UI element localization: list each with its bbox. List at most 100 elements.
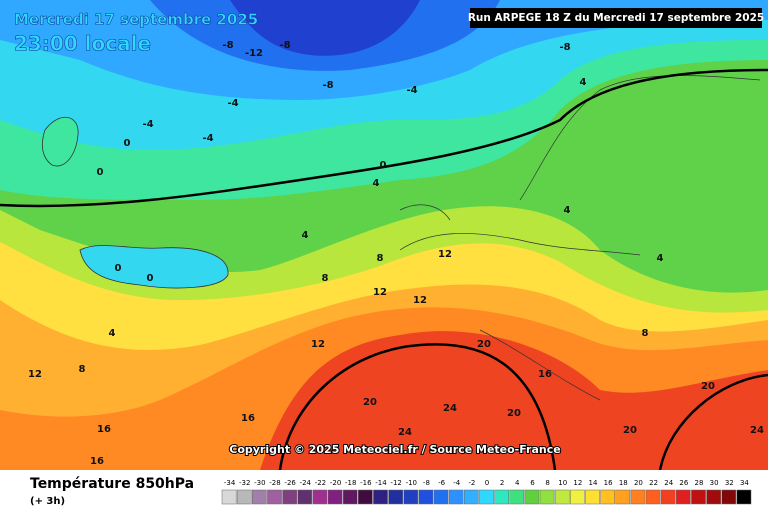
contour-label: 24 — [398, 427, 412, 438]
contour-label: 12 — [413, 295, 427, 306]
scale-swatch — [676, 489, 691, 505]
contour-label: -8 — [279, 40, 290, 51]
contour-label: 12 — [438, 249, 452, 260]
scale-swatch — [706, 489, 721, 505]
scale-swatch — [615, 489, 631, 505]
contour-label: 16 — [97, 424, 111, 435]
scale-swatch — [630, 489, 646, 505]
scale-label: -6 — [438, 479, 446, 487]
scale-label: -30 — [254, 479, 265, 487]
contour-label: 4 — [109, 328, 116, 339]
scale-label: -20 — [330, 479, 341, 487]
scale-label: -10 — [406, 479, 417, 487]
scale-swatch — [252, 489, 267, 505]
scale-swatch — [403, 489, 419, 505]
scale-label: -32 — [239, 479, 250, 487]
scale-swatch — [297, 489, 313, 505]
contour-label: 24 — [750, 425, 764, 436]
contour-label: 16 — [241, 413, 255, 424]
contour — [278, 343, 768, 471]
contour-label: 0 — [97, 167, 104, 178]
scale-label: -12 — [390, 479, 401, 487]
contour-label: 0 — [147, 273, 154, 284]
contour-label: 8 — [642, 328, 649, 339]
landmass — [79, 245, 229, 289]
scale-label: -28 — [269, 479, 280, 487]
scale-label: -18 — [345, 479, 356, 487]
scale-label: -2 — [468, 479, 475, 487]
scale-label: 18 — [619, 479, 628, 487]
scale-label: 2 — [500, 479, 504, 487]
contour — [0, 68, 768, 208]
run-box — [470, 8, 762, 28]
run-info: Run ARPEGE 18 Z du Mercredi 17 septembre… — [468, 12, 764, 24]
scale-swatch — [418, 489, 434, 505]
scale-swatch — [524, 489, 540, 505]
scale-swatch — [373, 489, 388, 505]
scale-label: -24 — [300, 479, 312, 487]
scale-label: 20 — [634, 479, 643, 487]
contour-label: -12 — [245, 48, 263, 59]
contour-label: -8 — [222, 40, 233, 51]
scale-label: -22 — [315, 479, 326, 487]
contour-label: -4 — [227, 98, 238, 109]
scale-label: 4 — [515, 479, 520, 487]
contour-label: 4 — [580, 77, 587, 88]
zone — [230, 0, 420, 56]
scale-swatch — [464, 489, 479, 505]
contour-label: 8 — [79, 364, 86, 375]
scale-label: 16 — [604, 479, 613, 487]
scale-swatch — [494, 489, 509, 505]
scale-label: 12 — [573, 479, 582, 487]
scale-swatch — [267, 489, 282, 505]
coastline — [399, 75, 761, 401]
legend-title: Température 850hPa — [30, 476, 194, 492]
scale-swatch — [479, 489, 494, 505]
contour-label: 16 — [90, 456, 104, 467]
scale-swatch — [448, 489, 464, 505]
scale-label: -4 — [453, 479, 461, 487]
copyright: Copyright © 2025 Meteociel.fr / Source M… — [229, 443, 560, 456]
contour-label: 4 — [564, 205, 571, 216]
scale-swatch — [539, 489, 555, 505]
scale-label: 22 — [649, 479, 658, 487]
scale-swatch — [554, 489, 570, 505]
contour-label: 0 — [115, 263, 122, 274]
scale-swatch — [327, 489, 343, 505]
contour-label: -8 — [559, 42, 570, 53]
scale-label: -16 — [360, 479, 372, 487]
scale-swatch — [600, 489, 615, 505]
contour-label: -4 — [202, 133, 213, 144]
scale-swatch — [660, 489, 676, 505]
scale-swatch — [358, 489, 373, 505]
contour-label: 12 — [311, 339, 325, 350]
legend-step: (+ 3h) — [30, 496, 65, 507]
contour-label: 8 — [377, 253, 384, 264]
scale-swatch — [645, 489, 661, 505]
scale-label: 10 — [558, 479, 567, 487]
landmass — [41, 116, 79, 167]
contour-label: 20 — [363, 397, 377, 408]
contour-label: 0 — [380, 160, 387, 171]
scale-label: 0 — [485, 479, 489, 487]
contour-label: 4 — [302, 230, 309, 241]
scale-label: -8 — [423, 479, 430, 487]
contour-label: 20 — [701, 381, 715, 392]
map-time: 23:00 locale — [14, 32, 151, 56]
contour-label: 20 — [623, 425, 637, 436]
contour-label: 8 — [322, 273, 329, 284]
scale-swatch — [585, 489, 600, 505]
contour-label: -8 — [322, 80, 333, 91]
scale-swatch — [342, 489, 358, 505]
scale-label: 28 — [695, 479, 704, 487]
scale-swatch — [509, 489, 525, 505]
scale-swatch — [282, 489, 297, 505]
contour-label: -4 — [142, 119, 153, 130]
scale-swatch — [388, 489, 403, 505]
scale-label: -14 — [375, 479, 387, 487]
contour-label: 20 — [477, 339, 491, 350]
scale-swatch — [691, 489, 706, 505]
scale-swatch — [312, 489, 328, 505]
scale-label: 6 — [530, 479, 535, 487]
